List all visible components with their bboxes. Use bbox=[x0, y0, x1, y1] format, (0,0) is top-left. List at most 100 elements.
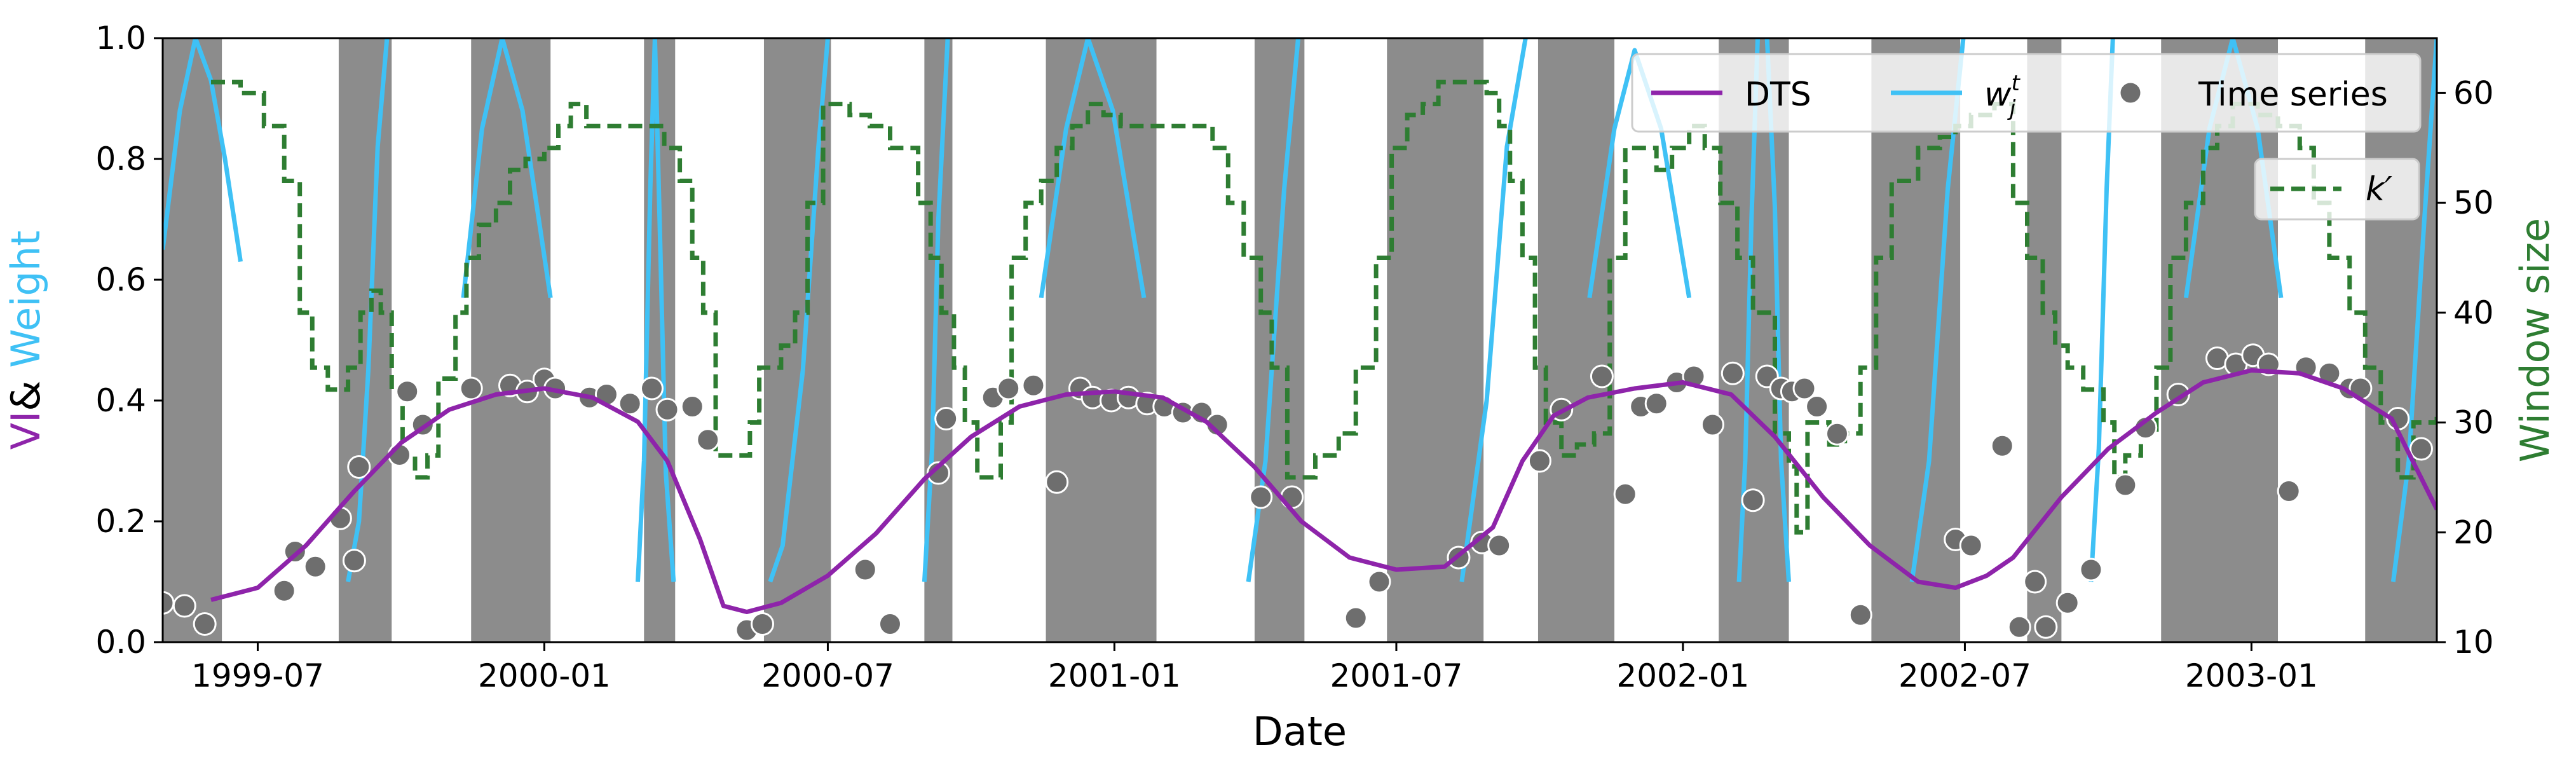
weight-segment bbox=[1039, 38, 1147, 299]
y-right-tick-label: 30 bbox=[2453, 404, 2494, 441]
plot-frame bbox=[161, 37, 2438, 643]
x-tick-label: 2000-01 bbox=[478, 657, 611, 694]
time-series-point bbox=[1590, 364, 1614, 388]
y-right-tick-label: 50 bbox=[2453, 184, 2494, 221]
shaded-periods bbox=[163, 38, 2437, 642]
y-right-tick-label: 20 bbox=[2453, 514, 2494, 551]
time-series-point bbox=[342, 549, 366, 573]
x-tick-label: 1999-07 bbox=[191, 657, 324, 694]
weight-segment bbox=[636, 38, 676, 582]
time-series-point bbox=[2113, 473, 2137, 497]
time-series-point bbox=[1805, 395, 1829, 418]
y-axis-right: 10 20 30 40 50 60 bbox=[2437, 74, 2494, 661]
dts-line bbox=[210, 368, 2437, 614]
y-left-tick-label: 0.2 bbox=[95, 503, 146, 540]
legend-main: DTS wt j Time series bbox=[1631, 53, 2422, 133]
time-series-point bbox=[2007, 615, 2031, 639]
time-series-point bbox=[1021, 373, 1046, 397]
time-series-point bbox=[303, 554, 327, 579]
y-axis-left-label-part: Weight bbox=[3, 231, 49, 381]
time-series-point bbox=[1644, 392, 1668, 416]
y-left-tick-label: 0.8 bbox=[95, 141, 146, 177]
time-series-point bbox=[853, 558, 877, 582]
time-series-points bbox=[163, 343, 2433, 642]
legend-weight-label: wt j bbox=[1984, 71, 2021, 121]
window-size-series bbox=[211, 79, 2437, 535]
shaded-span bbox=[1537, 38, 1615, 642]
weight-series bbox=[163, 38, 2437, 583]
weight-segment bbox=[1459, 38, 1528, 582]
y-axis-left-label: VI& Weight bbox=[3, 231, 49, 450]
time-series-point bbox=[1825, 422, 1849, 446]
time-series-point bbox=[680, 395, 704, 418]
time-series-point bbox=[459, 376, 483, 401]
x-tick-label: 2000-07 bbox=[761, 657, 894, 694]
x-tick-label: 2001-07 bbox=[1330, 657, 1462, 694]
y-left-tick-label: 0.4 bbox=[95, 382, 146, 419]
time-series-point bbox=[1249, 485, 1273, 509]
shaded-span bbox=[1387, 38, 1484, 642]
shaded-span bbox=[471, 38, 551, 642]
time-series-point bbox=[1700, 413, 1724, 437]
time-series-point bbox=[1344, 606, 1368, 630]
time-series-point bbox=[1792, 376, 1816, 401]
y-right-tick-label: 40 bbox=[2453, 294, 2494, 331]
x-axis: 1999-07 2000-01 2000-07 2001-01 2001-07 2002-… bbox=[191, 642, 2318, 694]
time-series-point bbox=[395, 380, 419, 404]
time-series-point bbox=[751, 612, 775, 636]
y-axis-left-label-part: VI bbox=[3, 411, 49, 450]
x-tick-label: 2002-01 bbox=[1616, 657, 1749, 694]
time-series-point bbox=[2055, 591, 2080, 615]
y-left-tick-label: 0.0 bbox=[95, 624, 146, 661]
shaded-span bbox=[2365, 38, 2437, 642]
time-series-point bbox=[1959, 533, 1983, 558]
time-series-point bbox=[934, 407, 958, 430]
dts-series bbox=[210, 368, 2437, 614]
y-axis-left: 0.0 0.2 0.4 0.6 0.8 1.0 bbox=[95, 20, 163, 661]
shaded-span bbox=[338, 38, 392, 642]
weight-segment bbox=[346, 38, 390, 582]
time-series-point bbox=[1990, 434, 2014, 458]
time-series-point bbox=[2023, 570, 2047, 594]
time-series-point bbox=[1848, 603, 1872, 627]
legend-secondary: k′ bbox=[2254, 158, 2420, 221]
legend-dts-label: DTS bbox=[1745, 76, 1811, 114]
time-series-point bbox=[272, 579, 296, 603]
shaded-span bbox=[163, 38, 222, 642]
time-series-point bbox=[1613, 482, 1637, 506]
time-series-point bbox=[1721, 361, 1745, 385]
time-series-point bbox=[1045, 470, 1069, 494]
time-series-point bbox=[1527, 449, 1551, 473]
y-axis-left-label-part: & bbox=[3, 380, 49, 411]
y-left-tick-label: 1.0 bbox=[95, 20, 146, 57]
weight-segment bbox=[461, 38, 553, 299]
time-series-point bbox=[640, 376, 664, 401]
time-series-point bbox=[2034, 615, 2058, 639]
time-series-point bbox=[2277, 479, 2301, 503]
time-series-point bbox=[878, 612, 902, 636]
legend-points-marker bbox=[2118, 81, 2143, 105]
weight-segment bbox=[1587, 48, 1692, 299]
y-left-tick-label: 0.6 bbox=[95, 261, 146, 298]
time-series-point bbox=[2079, 558, 2103, 582]
time-series-point bbox=[926, 461, 950, 485]
x-axis-label: Date bbox=[1253, 708, 1347, 755]
time-series-point bbox=[618, 392, 642, 416]
y-axis-right-label: Window size bbox=[2512, 218, 2558, 462]
x-tick-label: 2003-01 bbox=[2185, 657, 2318, 694]
weight-segment bbox=[922, 38, 950, 582]
shaded-span bbox=[1254, 38, 1305, 642]
time-series-point bbox=[655, 397, 679, 422]
time-series-point bbox=[1367, 570, 1391, 594]
x-tick-label: 2002-07 bbox=[1898, 657, 2031, 694]
weight-segment bbox=[2390, 38, 2437, 582]
weight-segment bbox=[163, 38, 243, 263]
time-series-point bbox=[997, 376, 1021, 401]
weight-segment bbox=[1246, 38, 1300, 582]
window-size-line bbox=[211, 79, 2437, 535]
time-series-point bbox=[172, 594, 196, 618]
legend-main-box bbox=[1631, 53, 2422, 133]
time-series-point bbox=[347, 455, 371, 479]
legend-points-label: Time series bbox=[2198, 76, 2388, 114]
